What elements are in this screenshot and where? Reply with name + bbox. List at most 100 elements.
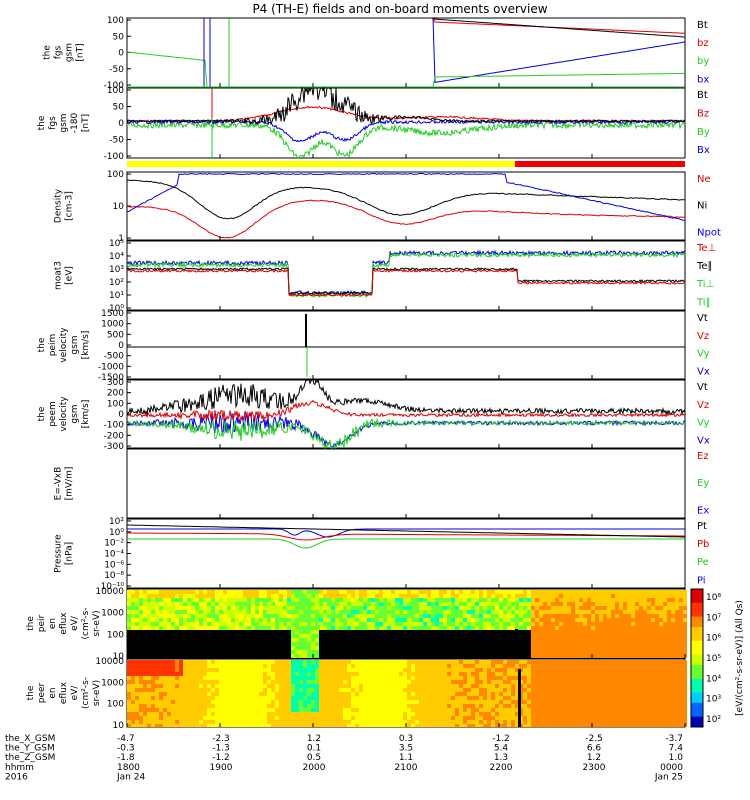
colorbar-cell: [691, 592, 703, 597]
axis-row-value: 0000: [660, 763, 683, 773]
colorbar-cell: [691, 595, 703, 600]
panel-frame: [126, 240, 686, 311]
colorbar-cell: [691, 723, 703, 728]
panel-frame: [126, 448, 686, 519]
axis-row-value: 1.1: [399, 753, 413, 763]
colorbar-cell: [691, 626, 703, 631]
series-pi: [127, 528, 685, 538]
panel-peir-ylabel: the peir en eflux eV/(cm²-s-sr-eV): [26, 607, 102, 639]
legend-pressure-0: Pt: [697, 521, 707, 532]
axis-row-value: 2300: [583, 763, 606, 773]
panel-peim-ylabel: the peim velocity gsm [km/s]: [37, 327, 91, 363]
ytick-label: 1500: [101, 309, 124, 319]
colorbar-cell: [691, 713, 703, 718]
colorbar-cell: [691, 671, 703, 676]
axis-row-value: 0.1: [307, 744, 321, 754]
legend-fgs-dsl-2: By: [697, 127, 710, 138]
colorbar-cell: [691, 640, 703, 645]
series-ti-perp: [126, 249, 686, 297]
ylabel-line: peer: [37, 682, 47, 703]
ylabel-line: the: [37, 406, 47, 421]
ytick-label: 100: [107, 630, 124, 640]
colorbar-tick: 10²: [706, 715, 721, 725]
ytick-label: 0: [118, 410, 124, 420]
legend-pressure-2: Pe: [697, 557, 709, 568]
series-vy: [126, 418, 686, 450]
ylabel-line: [nT]: [81, 114, 91, 132]
ytick-label: 10000: [95, 657, 124, 667]
legend-peem-1: Vz: [697, 400, 709, 411]
legend-fgs-dsl-3: Bx: [697, 145, 710, 156]
panel-fgs-dsl-ylabel: the fgs gsm -180 [nT]: [37, 113, 91, 134]
colorbar-cell: [691, 637, 703, 642]
axis-row-value: 1900: [210, 763, 233, 773]
panel-density-ylabel: Density [cm-3]: [54, 188, 75, 223]
ytick-label: 0: [118, 119, 124, 129]
axis-row-value: 0.5: [307, 753, 321, 763]
ylabel-line: gsm: [65, 43, 75, 62]
series-by: [126, 120, 686, 159]
spectrogram-peer: [127, 660, 687, 727]
series-ne: [126, 199, 686, 239]
colorbar-cell: [691, 664, 703, 669]
series-ti-par: [126, 251, 686, 299]
axis-row-value: 1.0: [669, 753, 684, 763]
ytick-label: 10000: [95, 587, 124, 597]
ytick-label: 50: [113, 103, 125, 113]
ytick-label: 300: [107, 378, 124, 388]
legend-peem-2: Vy: [697, 418, 710, 429]
panel-density: [126, 171, 686, 241]
colorbar-frame: [690, 588, 704, 728]
colorbar-cell: [691, 602, 703, 607]
colorbar-cell: [691, 616, 703, 621]
panel-peem-ylabel: the peem velocity gsm [km/s]: [37, 396, 91, 432]
ytick-label: 10⁰: [109, 528, 124, 538]
axis-row-value: -2.5: [585, 734, 603, 744]
legend-temp-1: Te∥: [696, 261, 713, 272]
ylabel-line: velocity: [59, 396, 69, 432]
ylabel-line: the: [26, 616, 36, 631]
axis-row-value: 2100: [395, 763, 418, 773]
ytick-label: -50: [109, 136, 124, 146]
axis-row-value: -3.7: [665, 734, 683, 744]
data-gap: [518, 669, 521, 727]
series-vz: [126, 399, 686, 422]
ytick-label: 10³: [109, 265, 124, 275]
ytick-label: -1000: [98, 362, 124, 372]
ytick-label: 10: [113, 652, 125, 662]
ytick-label: -1500: [98, 373, 124, 383]
legend-peim-1: Vz: [697, 331, 709, 342]
colorbar-label: [eV/(cm²-s-sr-eV)] (All Qs): [735, 600, 745, 716]
ylabel-line: gsm: [70, 404, 80, 423]
ylabel-line: [km/s]: [81, 400, 91, 429]
legend-density-0: Ne: [697, 174, 711, 185]
series-pt: [127, 524, 685, 538]
ytick-label: -500: [104, 352, 125, 362]
series-te-par: [126, 267, 686, 295]
ylabel-line: Density: [54, 188, 64, 223]
legend-temp-0: Te⊥: [696, 243, 716, 254]
spectrogram-peir: [127, 590, 687, 658]
ylabel-line: sr-eV): [92, 680, 102, 706]
axis-row-label: the_X_GSM: [5, 734, 55, 744]
ytick-label: 10⁴: [109, 252, 124, 262]
ylabel-line: eV/: [70, 685, 80, 701]
colorbar-tick: 10⁶: [706, 634, 721, 644]
ylabel-line: [km/s]: [81, 331, 91, 360]
colorbar-cell: [691, 702, 703, 707]
ytick-label: 0: [118, 49, 124, 59]
axis-row-value: -2.3: [212, 734, 230, 744]
status-bar-red: [515, 161, 685, 167]
ytick-label: 10⁵: [109, 239, 124, 249]
legend-peem-3: Vx: [697, 435, 710, 446]
legend-peim-2: Vy: [697, 349, 710, 360]
axis-row-value: 0.3: [399, 734, 413, 744]
ytick-label: 100: [107, 700, 124, 710]
legend-peem-0: Vt: [697, 382, 708, 393]
series-bt: [126, 86, 686, 126]
ytick-label: 200: [107, 389, 124, 399]
ylabel-line: gsm: [70, 335, 80, 354]
legend-pressure-1: Pb: [697, 539, 709, 550]
ytick-label: 100: [107, 16, 124, 26]
ylabel-line: the: [37, 115, 47, 130]
